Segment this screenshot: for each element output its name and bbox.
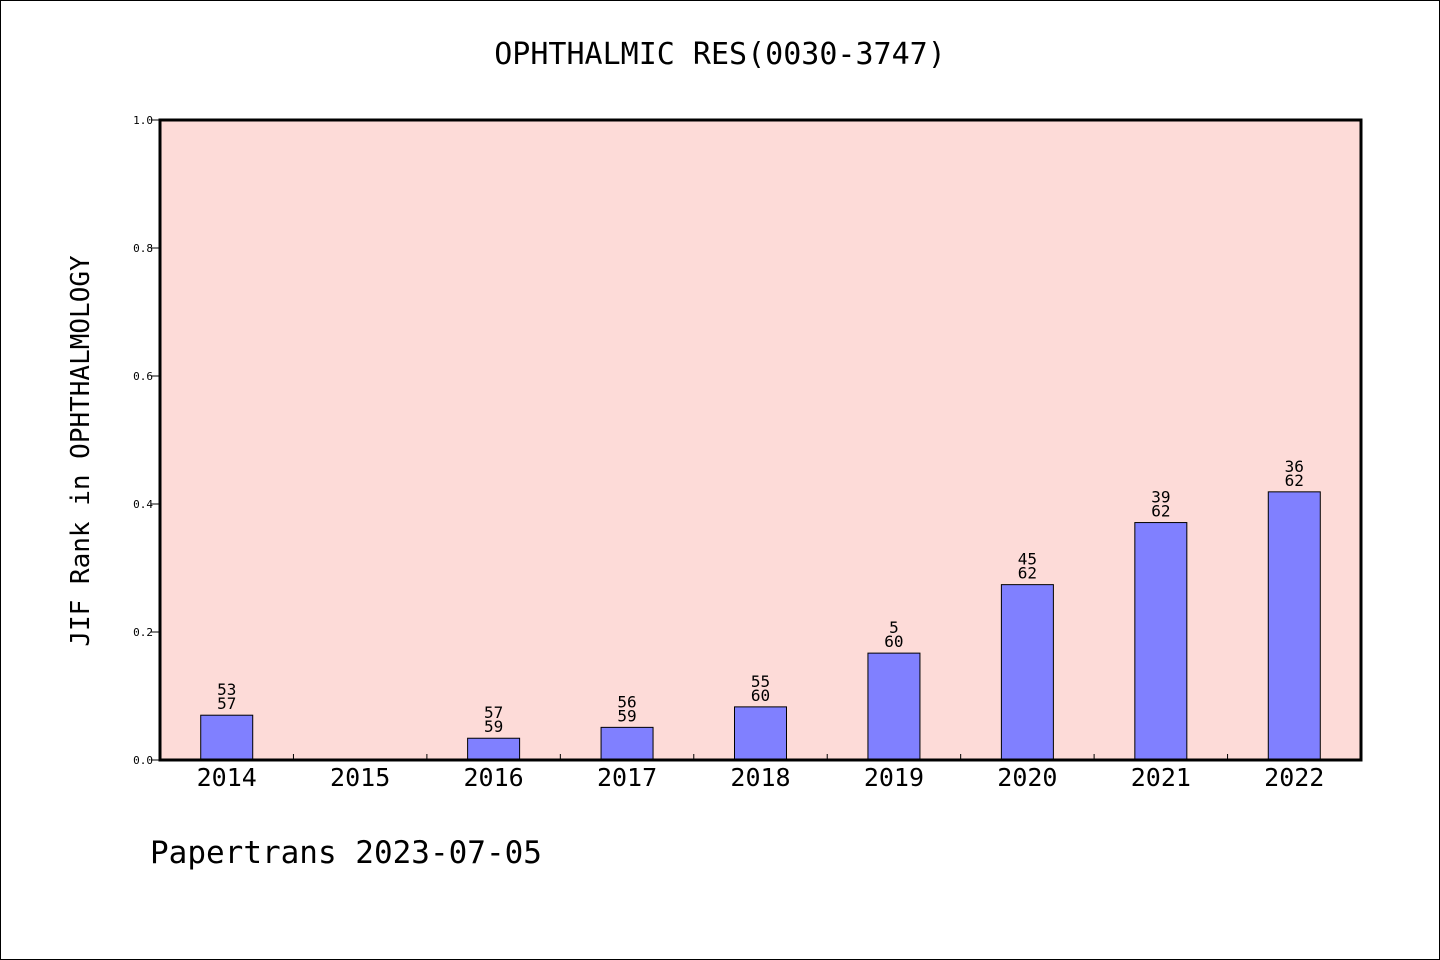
bar <box>467 737 521 761</box>
bar <box>1134 522 1188 761</box>
bar <box>200 714 254 761</box>
bar-label-total: 60 <box>884 632 903 651</box>
y-axis-label: JIF Rank in OPHTHALMOLOGY <box>66 255 96 647</box>
bar-label-rank: 36 <box>1285 457 1304 476</box>
x-tick-label: 2020 <box>997 763 1057 792</box>
bar-label-total: 57 <box>217 694 236 713</box>
bar-label-rank: 57 <box>484 703 503 722</box>
bar-label-total: 62 <box>1285 471 1304 490</box>
bar-label-total: 62 <box>1151 502 1170 521</box>
y-tick-label: 0.2 <box>133 626 153 639</box>
bar <box>600 726 654 761</box>
footer-credit: Papertrans 2023-07-05 <box>150 835 542 871</box>
x-tick-label: 2017 <box>597 763 657 792</box>
bar-label-total: 59 <box>484 717 503 736</box>
x-tick-label: 2016 <box>464 763 524 792</box>
bar <box>867 652 921 761</box>
bar-label-rank: 53 <box>217 680 236 699</box>
y-tick-label: 1.0 <box>133 114 153 127</box>
chart-title: OPHTHALMIC RES(0030-3747) <box>494 37 946 72</box>
bar-label-rank: 55 <box>751 672 770 691</box>
plot-frame <box>158 118 1363 762</box>
y-tick-label: 0.8 <box>133 242 153 255</box>
y-tick-label: 0.6 <box>133 370 153 383</box>
x-tick-label: 2015 <box>330 763 390 792</box>
bar-label-total: 59 <box>617 706 636 725</box>
x-tick-label: 2021 <box>1131 763 1191 792</box>
x-tick-label: 2018 <box>730 763 790 792</box>
y-tick-label: 0.0 <box>133 754 153 767</box>
x-tick-label: 2019 <box>864 763 924 792</box>
y-tick-label: 0.4 <box>133 498 153 511</box>
bar <box>1267 491 1321 761</box>
bar <box>734 706 787 761</box>
bar-label-total: 60 <box>751 686 770 705</box>
bar-label-rank: 5 <box>889 618 899 637</box>
x-tick-label: 2014 <box>197 763 257 792</box>
x-tick-label: 2022 <box>1264 763 1324 792</box>
bar-label-rank: 45 <box>1018 550 1037 569</box>
bar-label-total: 62 <box>1018 564 1037 583</box>
bar-label-rank: 56 <box>617 692 636 711</box>
bar <box>1000 584 1054 761</box>
bar-label-rank: 39 <box>1151 488 1170 507</box>
